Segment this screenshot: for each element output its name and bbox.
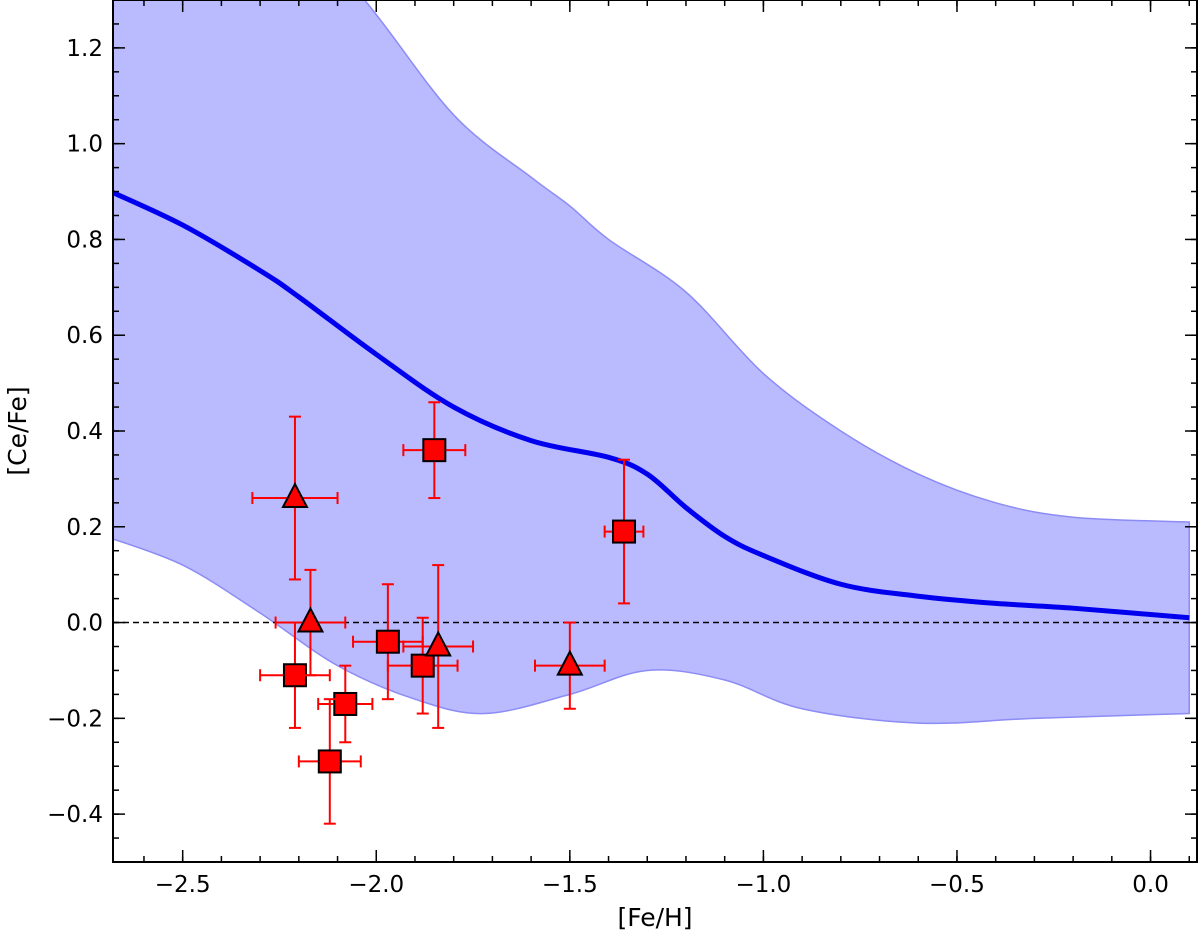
y-tick-label: −0.4 <box>47 802 103 828</box>
square-marker <box>282 663 307 688</box>
data-point-square <box>402 401 467 500</box>
y-axis-label: [Ce/Fe] <box>3 386 32 475</box>
data-point-triangle <box>274 568 347 677</box>
data-point-square <box>603 458 645 605</box>
data-point-triangle <box>402 564 475 729</box>
triangle-marker <box>296 606 325 633</box>
square-marker <box>333 691 358 716</box>
x-tick-label: −2.5 <box>155 872 211 898</box>
y-tick-label: 1.0 <box>66 132 103 158</box>
model-line <box>113 189 1190 621</box>
y-tick-label: 0.6 <box>66 323 103 349</box>
y-tick-label: 1.2 <box>66 36 103 62</box>
plot-area <box>113 0 1197 825</box>
data-point-triangle <box>251 415 339 581</box>
data-point-square <box>386 616 459 715</box>
x-tick-label: −1.0 <box>735 872 791 898</box>
axes: −2.5 −2.0 −1.5 −1.0 −0.5 0.0 −0.4 −0.2 0.0 0.2 0.4… <box>47 0 1198 898</box>
y-tick-label: 0.4 <box>66 419 103 445</box>
x-tick-label: −1.5 <box>542 872 598 898</box>
square-marker <box>375 629 400 654</box>
x-tick-label: 0.0 <box>1132 872 1169 898</box>
data-point-square <box>317 664 374 744</box>
square-marker <box>410 653 435 678</box>
x-tick-label: −0.5 <box>929 872 985 898</box>
data-point-square <box>297 698 362 825</box>
x-tick-label: −2.0 <box>348 872 404 898</box>
data-point-square <box>352 583 424 701</box>
triangle-marker <box>424 630 452 657</box>
model-band <box>113 0 1191 725</box>
square-marker <box>317 749 342 774</box>
triangle-marker <box>556 649 584 676</box>
triangle-marker <box>281 481 309 509</box>
square-marker <box>422 438 447 463</box>
y-tick-label: 0.2 <box>66 515 103 541</box>
x-axis-label: [Fe/H] <box>617 903 692 932</box>
data-point-square <box>259 621 331 729</box>
y-tick-label: 0.0 <box>66 611 103 637</box>
data-point-triangle <box>533 621 606 710</box>
y-tick-label: 0.8 <box>66 227 103 253</box>
square-marker <box>612 519 637 544</box>
y-tick-label: −0.2 <box>47 706 103 732</box>
